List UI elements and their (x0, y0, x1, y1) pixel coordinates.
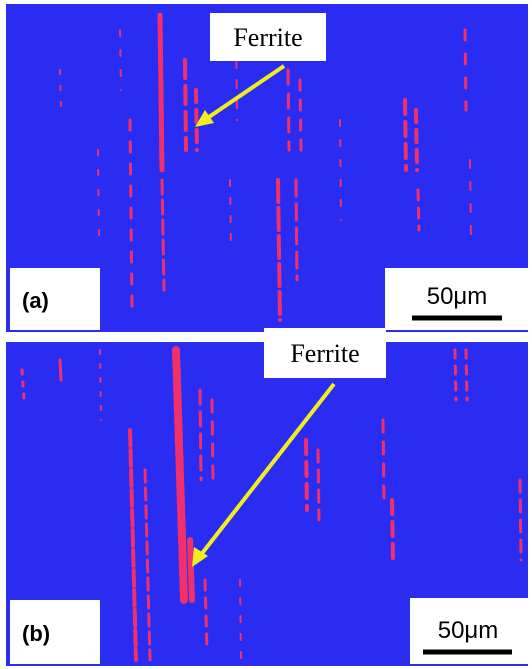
panel-b: Ferrite (b) 50μm (6, 328, 528, 666)
annotation: Ferrite (290, 339, 359, 368)
annotation-box (264, 328, 386, 378)
arrow-head (192, 547, 208, 567)
arrow-head (195, 110, 214, 127)
scale-label: 50μm (427, 283, 488, 310)
panel-label: (a) (22, 288, 49, 313)
arrow (198, 382, 336, 558)
panel-a: Ferrite (a) 50μm (6, 4, 528, 332)
annotation: Ferrite (233, 23, 302, 52)
ferrite-streaks (59, 12, 472, 322)
scale-label: 50μm (438, 617, 499, 644)
arrow (204, 64, 286, 121)
label-box (10, 600, 100, 664)
label-box (10, 268, 100, 330)
ferrite-streaks (20, 346, 523, 662)
panel-label: (b) (22, 621, 50, 646)
annotation-box (210, 13, 326, 61)
